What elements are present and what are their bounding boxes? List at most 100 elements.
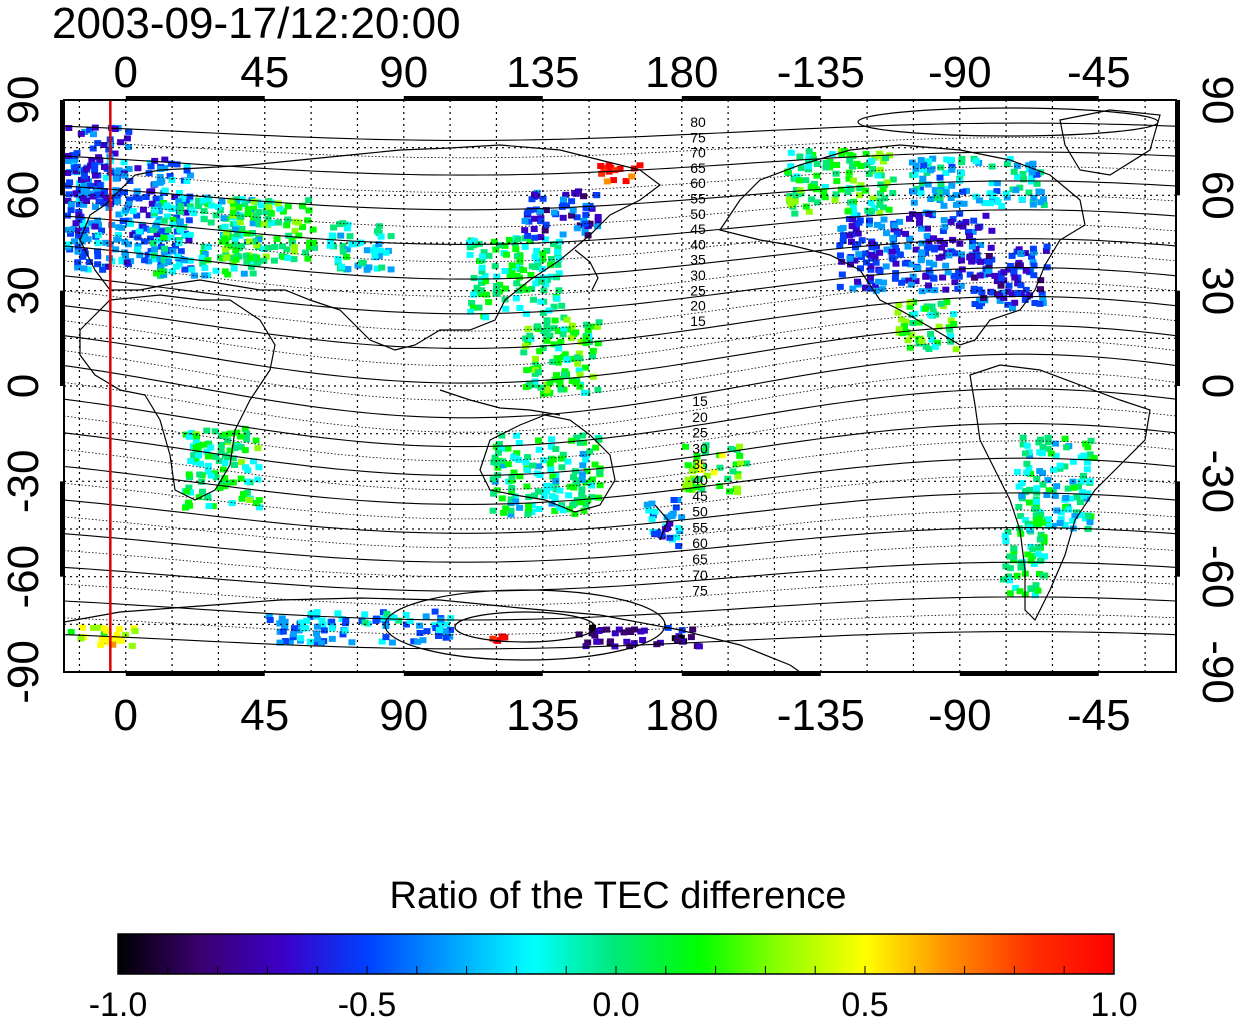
tec-data-cell — [236, 433, 244, 440]
tec-data-cell — [736, 443, 743, 450]
tec-data-cell — [307, 610, 315, 617]
contour-line — [64, 324, 1176, 384]
contour-line — [64, 238, 1176, 280]
tec-data-cell — [578, 471, 586, 478]
tec-data-cell — [579, 451, 587, 457]
tec-data-cell — [196, 471, 204, 478]
tec-data-cell — [222, 229, 230, 236]
tec-data-cell — [1043, 243, 1051, 250]
contour-line — [64, 267, 1176, 315]
tec-data-cell — [554, 245, 562, 252]
tec-data-cell — [221, 460, 229, 467]
tec-data-cell — [494, 464, 502, 471]
tec-data-cell — [305, 197, 313, 204]
tec-data-cell — [115, 211, 123, 218]
tec-data-cell — [145, 212, 153, 219]
tec-data-cell — [121, 189, 128, 196]
tec-data-cell — [516, 257, 524, 264]
tec-data-cell — [515, 440, 523, 446]
tec-data-cell — [594, 214, 602, 220]
tec-data-cell — [832, 170, 840, 177]
tec-data-cell — [710, 469, 718, 476]
tec-data-cell — [96, 182, 104, 189]
tec-data-cell — [532, 280, 540, 287]
tec-data-cell — [796, 153, 804, 160]
tec-data-cell — [485, 299, 493, 306]
tec-data-cell — [238, 225, 246, 232]
tec-data-cell — [862, 151, 870, 157]
tec-data-cell — [318, 617, 326, 624]
tec-data-cell — [520, 349, 528, 356]
tec-data-cell — [339, 242, 347, 249]
tec-data-cell — [594, 386, 602, 393]
tec-data-cell — [254, 445, 262, 452]
coast-africa — [79, 294, 276, 501]
contour-label: 50 — [692, 504, 708, 520]
tec-data-cell — [534, 323, 541, 330]
tec-data-cell — [616, 165, 624, 172]
tec-data-cell — [204, 201, 212, 208]
tec-data-cell — [416, 630, 424, 636]
top-lon-label: 0 — [114, 48, 138, 97]
tec-data-cell — [610, 177, 617, 184]
tec-data-cell — [543, 323, 551, 329]
tec-data-cell — [791, 210, 799, 217]
tec-data-cell — [528, 196, 536, 203]
tec-data-cell — [572, 477, 580, 484]
tec-data-cell — [507, 511, 515, 518]
tec-data-cell — [183, 488, 191, 495]
tec-data-cell — [337, 232, 345, 239]
contour-line — [64, 475, 1176, 520]
tec-data-cell — [559, 507, 567, 514]
tec-data-cell — [958, 170, 965, 177]
contour-line — [64, 252, 1176, 297]
tec-data-cell — [339, 248, 347, 255]
tec-data-cell — [1021, 250, 1029, 257]
tec-data-cell — [187, 489, 195, 496]
tec-data-cell — [582, 456, 590, 463]
right-lat-label: -60 — [1193, 545, 1240, 609]
tec-data-cell — [514, 236, 522, 243]
tec-data-cell — [80, 201, 88, 208]
tec-data-cell — [1006, 565, 1014, 572]
tec-data-cell — [485, 252, 493, 259]
tec-data-cell — [240, 270, 248, 277]
tec-data-cell — [81, 250, 89, 257]
tec-data-cell — [252, 212, 260, 219]
tec-data-cell — [918, 337, 926, 344]
tec-data-cell — [850, 209, 858, 216]
tec-data-cell — [185, 484, 193, 491]
tec-data-cell — [201, 251, 209, 257]
tec-data-cell — [491, 263, 499, 270]
tec-data-cell — [550, 241, 558, 248]
tec-data-cell — [951, 250, 959, 257]
tec-data-cell — [997, 282, 1005, 289]
tec-data-cell — [805, 163, 813, 170]
tec-data-cell — [988, 227, 996, 234]
tec-data-cell — [568, 322, 576, 329]
tec-data-cell — [974, 224, 982, 231]
contour-line — [64, 492, 1176, 534]
tec-data-cell — [929, 274, 937, 281]
tec-data-cell — [80, 182, 88, 189]
tec-data-cell — [559, 451, 567, 458]
tec-data-cell — [120, 159, 128, 166]
contour-label: 60 — [692, 535, 708, 551]
tec-data-cell — [1021, 489, 1029, 496]
tec-data-cell — [250, 238, 258, 245]
tec-data-cell — [930, 235, 937, 242]
tec-data-cell — [805, 208, 813, 215]
tec-data-cell — [950, 311, 958, 318]
tec-data-cell — [947, 195, 955, 201]
tec-data-cell — [478, 287, 485, 294]
tec-data-cell — [231, 445, 239, 452]
tec-data-cell — [419, 637, 427, 644]
tec-data-cell — [695, 461, 703, 468]
tec-data-cell — [543, 488, 551, 495]
tec-data-cell — [855, 251, 863, 258]
tec-data-cell — [177, 248, 185, 255]
tec-data-cell — [281, 618, 289, 625]
right-lat-label: -90 — [1193, 640, 1240, 704]
tec-data-cell — [260, 257, 268, 264]
left-lat-label: -90 — [0, 640, 48, 704]
